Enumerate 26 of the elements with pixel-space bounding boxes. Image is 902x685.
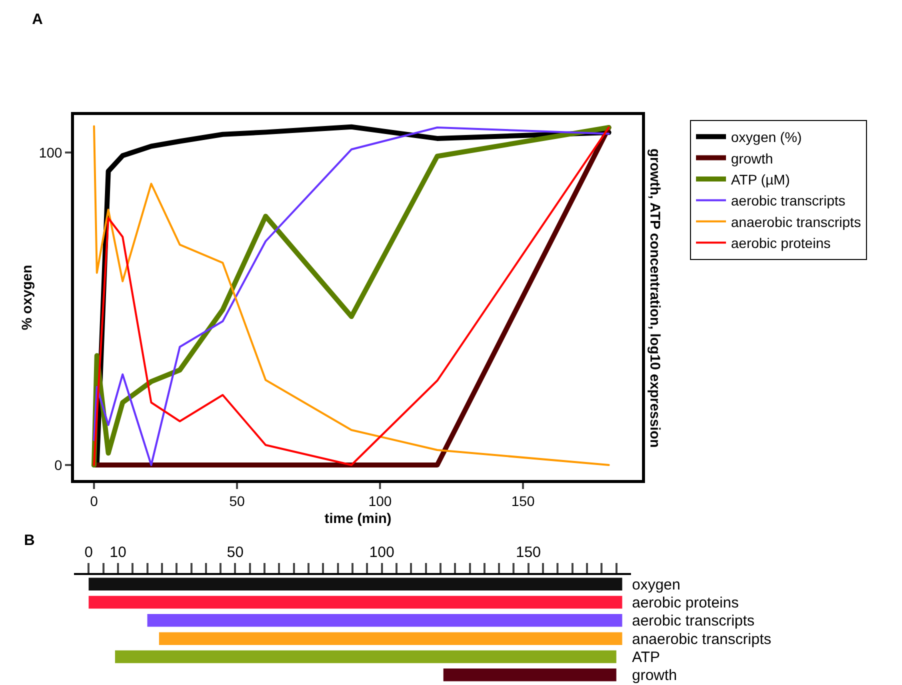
y-tick-label: aerobic proteins bbox=[632, 594, 739, 612]
text: B bbox=[24, 532, 35, 549]
x-tick-label: 0 bbox=[84, 544, 93, 561]
y-tick-label: oxygen bbox=[632, 576, 680, 594]
x-tick-label: 150 bbox=[516, 544, 541, 561]
x-axis-title: time (min) bbox=[324, 510, 392, 526]
x-tick-label: 100 bbox=[368, 492, 392, 509]
y-tick-label: aerobic transcripts bbox=[632, 612, 755, 630]
x-tick-label: 50 bbox=[229, 492, 246, 509]
legend-label: oxygen (%) bbox=[731, 129, 802, 146]
y-tick-label: growth bbox=[632, 667, 678, 684]
y-tick-label: anaerobic transcripts bbox=[632, 630, 772, 648]
x-tick-label: 100 bbox=[369, 544, 394, 561]
y-axis-title: % oxygen bbox=[18, 264, 34, 330]
y-tick-label: ATP bbox=[632, 649, 660, 666]
legend-label: anaerobic transcripts bbox=[731, 214, 861, 230]
x-tick-label: 50 bbox=[226, 544, 244, 561]
y2-axis-title: growth, ATP concentration, log10 expression bbox=[648, 148, 664, 448]
legend-label: aerobic transcripts bbox=[731, 192, 846, 209]
legend-label: aerobic proteins bbox=[731, 235, 831, 252]
legend-label: ATP (µM) bbox=[731, 171, 790, 188]
x-tick-label: 10 bbox=[110, 544, 126, 561]
legend-label: growth bbox=[731, 150, 774, 166]
x-tick-label: 0 bbox=[90, 492, 98, 509]
x-tick-label: 150 bbox=[511, 492, 535, 509]
text: A bbox=[32, 11, 43, 28]
